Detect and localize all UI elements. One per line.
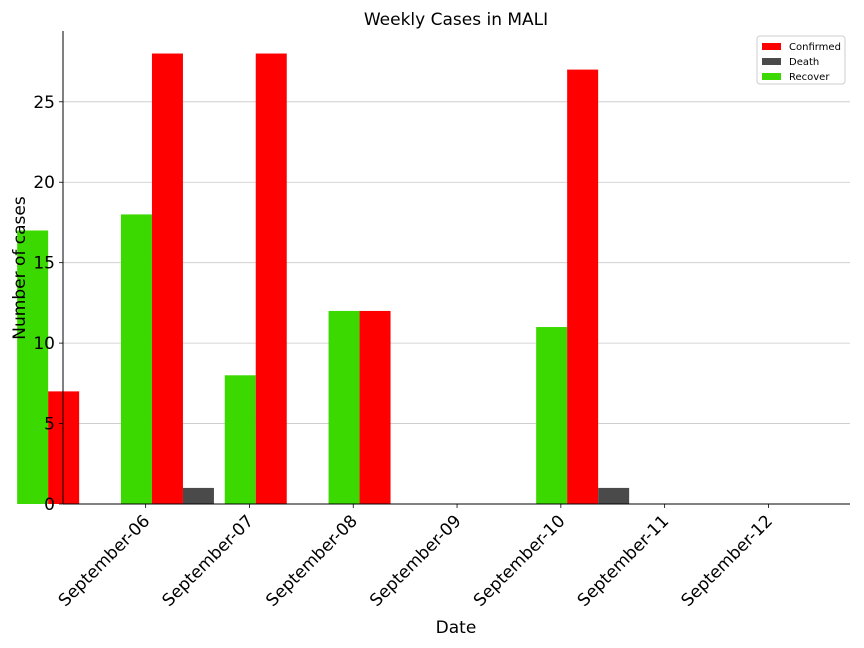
x-tick-label: September-07	[159, 511, 258, 610]
x-ticks: September-06 September-07 September-08 Sept…	[55, 504, 777, 611]
x-tick-label: September-09	[366, 511, 465, 610]
x-tick-label: September-12	[678, 511, 777, 610]
legend-label-death: Death	[789, 57, 819, 68]
legend-swatch-death	[762, 58, 781, 65]
legend: Confirmed Death Recover	[756, 35, 846, 85]
bar-death-september-07	[182, 487, 214, 504]
bar-confirmed-september-06	[48, 391, 80, 504]
bars	[17, 53, 630, 505]
bar-death-september-11	[598, 487, 630, 504]
legend-swatch-confirmed	[762, 43, 781, 50]
y-ticks: 0 5 10 15 20 25	[33, 93, 63, 515]
bar-recover-september-11	[536, 327, 568, 504]
bar-confirmed-september-08	[255, 53, 287, 505]
y-tick-label: 0	[44, 495, 55, 515]
bar-recover-september-08	[224, 375, 256, 504]
x-axis-label: Date	[436, 618, 477, 638]
y-axis-label: Number of cases	[10, 196, 30, 340]
y-tick-label: 20	[33, 173, 55, 193]
x-tick-label: September-06	[55, 511, 154, 610]
bar-confirmed-september-11	[567, 69, 599, 504]
legend-label-recover: Recover	[789, 72, 830, 83]
y-tick-label: 15	[33, 254, 55, 274]
y-tick-label: 5	[44, 415, 55, 435]
bar-confirmed-september-07	[151, 53, 183, 505]
axes	[62, 31, 850, 505]
chart-title: Weekly Cases in MALI	[364, 10, 548, 30]
bar-confirmed-september-09	[359, 310, 391, 504]
bar-recover-september-09	[328, 310, 360, 504]
x-tick-label: September-11	[574, 511, 673, 610]
x-tick-label: September-08	[262, 511, 361, 610]
y-tick-label: 25	[33, 93, 55, 113]
legend-swatch-recover	[762, 73, 781, 80]
bar-recover-september-07	[120, 214, 152, 505]
grid-lines	[63, 101, 850, 424]
x-tick-label: September-10	[470, 511, 569, 610]
legend-label-confirmed: Confirmed	[789, 42, 841, 53]
bar-recover-september-06	[17, 230, 49, 505]
y-tick-label: 10	[33, 334, 55, 354]
